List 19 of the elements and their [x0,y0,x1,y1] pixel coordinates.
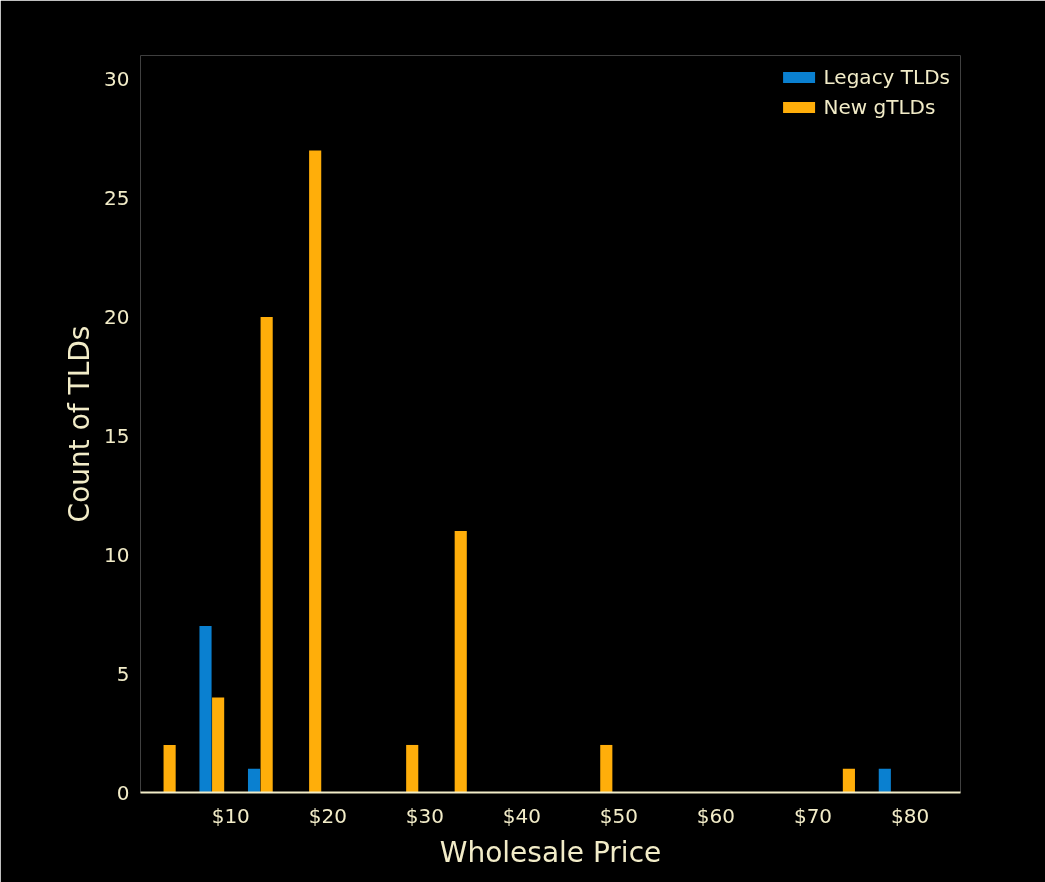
x-tick-label: $80 [890,803,930,828]
x-axis-title: Wholesale Price [439,835,662,869]
legend-label: Legacy TLDs [823,65,950,89]
y-tick-label: 5 [116,661,130,686]
y-tick-label: 15 [104,423,130,448]
x-tick-label: $10 [211,803,250,828]
x-tick-label: $70 [793,803,833,828]
y-tick-label: 10 [104,542,130,567]
x-tick-label: $30 [405,803,444,828]
x-tick-label: $60 [696,803,736,828]
y-tick-label: 20 [104,305,130,330]
y-tick-label: 30 [104,67,130,92]
legend-label: New gTLDs [823,95,936,119]
y-axis-title: Count of TLDs [63,325,97,523]
x-tick-label: $20 [308,803,347,828]
x-tick-label: $40 [502,803,541,828]
y-tick-label: 0 [116,780,130,805]
y-tick-label: 25 [104,186,130,211]
x-tick-label: $50 [599,803,639,828]
